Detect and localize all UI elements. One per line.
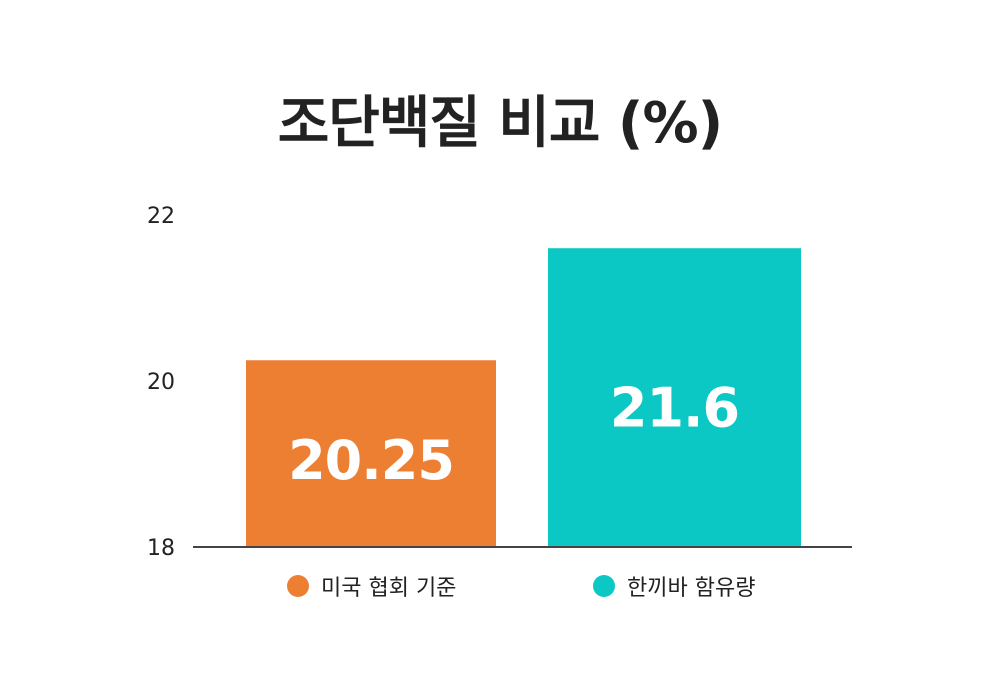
legend-label: 미국 협회 기준 bbox=[321, 576, 457, 601]
legend-label: 한끼바 함유량 bbox=[627, 576, 756, 601]
y-axis-ticks: 18 20 22 bbox=[147, 204, 175, 561]
legend-item: 한끼바 함유량 bbox=[593, 568, 755, 604]
bar bbox=[246, 360, 496, 547]
y-tick-label: 22 bbox=[147, 204, 175, 229]
chart-title: 조단백질 비교 (%) bbox=[277, 91, 723, 156]
bar-value-label: 21.6 bbox=[610, 377, 739, 440]
y-tick-label: 18 bbox=[147, 536, 175, 561]
bar-value-labels: 20.25 21.6 bbox=[288, 377, 740, 493]
bar-value-label: 20.25 bbox=[288, 429, 454, 492]
legend-swatch bbox=[287, 575, 309, 597]
bar bbox=[548, 248, 801, 547]
legend-item: 미국 협회 기준 bbox=[287, 568, 456, 604]
bars bbox=[246, 248, 801, 547]
legend-swatch bbox=[593, 575, 615, 597]
legend: 미국 협회 기준 한끼바 함유량 bbox=[0, 568, 1000, 604]
y-tick-label: 20 bbox=[147, 370, 175, 395]
